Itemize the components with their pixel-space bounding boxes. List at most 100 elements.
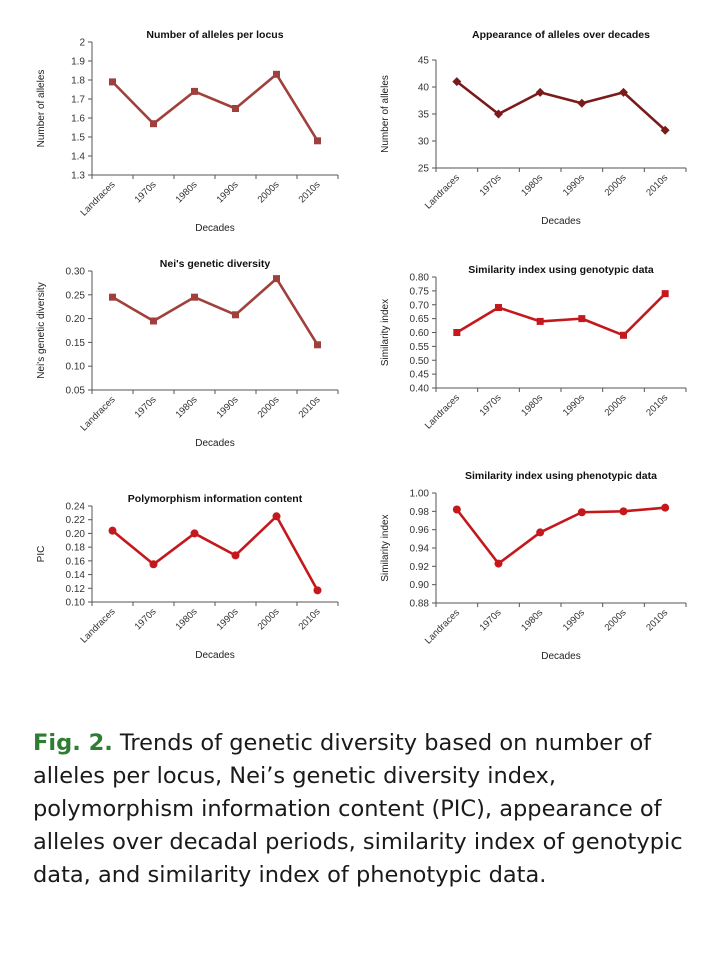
chart-5-category-label: 2010s — [297, 606, 323, 632]
chart-3-data-point — [232, 311, 239, 319]
chart-4-y-tick-label: 0.80 — [410, 273, 430, 284]
chart-3-data-point — [191, 293, 198, 301]
chart-3-y-tick-label: 0.05 — [66, 386, 86, 397]
chart-4: Similarity index using genotypic data 0.4… — [380, 264, 687, 431]
chart-5-data-point — [272, 512, 281, 521]
chart-3-data-point — [150, 317, 157, 325]
chart-5-series-line — [111, 514, 319, 591]
chart-4-data-point — [620, 331, 627, 339]
chart-5-y-tick-label: 0.16 — [66, 556, 86, 567]
chart-5-y-tick-label: 0.12 — [66, 584, 86, 595]
chart-2-data-point — [452, 77, 462, 87]
chart-6-series-line — [455, 506, 666, 565]
chart-3-y-tick-label: 0.25 — [66, 290, 86, 301]
chart-2-data-point — [577, 98, 587, 108]
chart-4-y-tick-label: 0.60 — [410, 328, 430, 339]
chart-2-data-point — [619, 87, 628, 97]
chart-1-y-tick-label: 1.7 — [71, 95, 85, 106]
chart-6-data-point — [577, 508, 586, 517]
chart-6-data-point — [619, 507, 628, 516]
chart-3-y-tick-label: 0.10 — [66, 362, 86, 373]
chart-1-data-point — [109, 78, 116, 86]
chart-2-category-label: Landraces — [423, 172, 462, 211]
figure-label: Fig. 2. — [33, 730, 113, 756]
chart-5-category-label: 2000s — [256, 606, 282, 632]
chart-2: Appearance of alleles over decades 25 30 35… — [380, 29, 687, 227]
chart-1-category-label: 1990s — [215, 179, 241, 205]
chart-1-y-tick-label: 1.6 — [71, 114, 85, 125]
chart-1-y-tick-label: 1.5 — [71, 133, 85, 144]
chart-1-category-label: 1980s — [174, 179, 200, 205]
chart-5-x-axis-label: Decades — [195, 650, 234, 661]
chart-4-data-point — [578, 315, 586, 323]
chart-4-category-label: 1980s — [519, 392, 545, 418]
chart-4-y-tick-label: 0.40 — [410, 384, 430, 395]
chart-6-y-tick-label: 0.96 — [410, 525, 430, 536]
chart-3-x-axis-label: Decades — [195, 438, 234, 449]
chart-4-category-label: 1990s — [561, 392, 587, 418]
chart-1-y-tick-label: 1.4 — [71, 152, 85, 163]
chart-5-y-tick-label: 0.10 — [66, 598, 86, 609]
chart-5-category-label: 1980s — [174, 606, 200, 632]
chart-2-data-point — [494, 109, 503, 119]
chart-6-title: Similarity index using phenotypic data — [465, 470, 657, 482]
chart-2-y-tick-label: 35 — [418, 110, 430, 121]
chart-1-y-tick-label: 1.8 — [71, 76, 85, 87]
chart-3-y-tick-label: 0.15 — [66, 338, 86, 349]
chart-5-y-tick-label: 0.24 — [66, 502, 86, 513]
chart-5-data-point — [190, 529, 199, 538]
chart-1-category-label: 2010s — [297, 179, 323, 205]
chart-1-data-point — [232, 105, 239, 112]
chart-5-data-point — [149, 560, 158, 569]
chart-1-data-point — [150, 120, 157, 128]
chart-6-y-tick-label: 0.92 — [410, 562, 430, 573]
chart-1-category-label: 1970s — [133, 179, 159, 205]
chart-3-y-tick-label: 0.20 — [66, 314, 86, 325]
chart-3-data-point — [109, 293, 116, 301]
chart-5-category-label: 1990s — [215, 606, 241, 632]
chart-3: Nei's genetic diversity 0.05 0.10 0.15 0.20 0… — [36, 258, 339, 449]
chart-3-category-label: 1990s — [215, 394, 241, 420]
chart-1-y-tick-label: 1.3 — [71, 171, 85, 182]
chart-1-series-line — [111, 73, 319, 142]
chart-4-title: Similarity index using genotypic data — [468, 264, 654, 276]
chart-3-title: Nei's genetic diversity — [160, 258, 271, 270]
chart-2-category-label: 1980s — [519, 172, 545, 198]
chart-2-y-tick-label: 40 — [418, 83, 430, 94]
chart-4-y-tick-label: 0.55 — [410, 342, 430, 353]
chart-6-category-label: 1980s — [519, 607, 545, 633]
chart-6-data-point — [661, 503, 670, 512]
chart-2-category-label: 1990s — [561, 172, 587, 198]
chart-1-x-axis-label: Decades — [195, 223, 234, 234]
chart-1-y-axis-label: Number of alleles — [36, 70, 47, 148]
chart-4-y-tick-label: 0.75 — [410, 286, 430, 297]
chart-6-y-tick-label: 1.00 — [410, 489, 430, 500]
chart-2-y-axis-label: Number of alleles — [380, 75, 391, 153]
chart-5-y-tick-label: 0.14 — [66, 570, 86, 581]
chart-5-data-point — [313, 586, 322, 595]
chart-5-category-label: 1970s — [133, 606, 159, 632]
chart-4-data-point — [661, 290, 669, 298]
chart-4-data-point — [453, 329, 461, 336]
chart-2-title: Appearance of alleles over decades — [472, 29, 650, 41]
chart-2-data-point — [535, 87, 545, 97]
chart-5-data-point — [108, 526, 117, 535]
chart-4-y-tick-label: 0.70 — [410, 300, 430, 311]
chart-5-title: Polymorphism information content — [128, 493, 303, 505]
chart-6-category-label: 2010s — [644, 607, 670, 633]
chart-2-series-line — [456, 80, 667, 132]
chart-2-y-tick-label: 30 — [418, 137, 430, 148]
chart-3-series-line — [111, 277, 319, 346]
chart-5-y-axis-label: PIC — [36, 546, 47, 563]
chart-2-category-label: 1970s — [478, 172, 504, 198]
chart-4-y-tick-label: 0.50 — [410, 356, 430, 367]
chart-3-category-label: Landraces — [78, 394, 117, 433]
chart-4-category-label: 2000s — [603, 392, 629, 418]
figure-caption: Fig. 2. Trends of genetic diversity base… — [33, 727, 693, 892]
chart-3-y-tick-label: 0.30 — [66, 267, 86, 278]
chart-3-category-label: 2000s — [256, 394, 282, 420]
chart-6-category-label: 1990s — [561, 607, 587, 633]
chart-1-data-point — [314, 137, 321, 145]
chart-2-data-point — [660, 125, 670, 135]
chart-1-data-point — [273, 70, 280, 78]
